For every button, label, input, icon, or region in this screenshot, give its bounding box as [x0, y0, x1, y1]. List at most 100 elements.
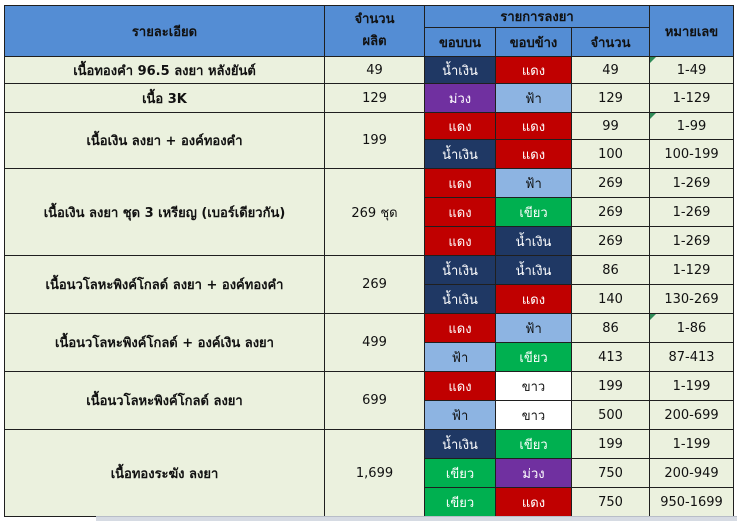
table-row: น้ำเงิน แดง 100 100-199 [5, 139, 734, 169]
serial-range: 1-199 [649, 429, 734, 459]
side-rim-color: เขียว [495, 429, 572, 459]
variant-count: 140 [571, 284, 650, 314]
table-row: เนื้อนวโลหะพิงค์โกลด์ ลงยา + องค์ทองคำ 26… [4, 255, 734, 314]
side-rim-color: เขียว [495, 342, 572, 372]
side-rim-color: ขาว [495, 371, 572, 401]
serial-range: 1-129 [649, 83, 734, 113]
table-row: น้ำเงิน แดง 140 130-269 [5, 284, 734, 314]
serial-range: 100-199 [649, 139, 734, 169]
top-rim-color: ม่วง [424, 83, 496, 113]
variant-count: 199 [571, 429, 650, 459]
side-rim-color: แดง [495, 56, 572, 84]
top-rim-color: น้ำเงิน [424, 284, 496, 314]
table-row: เนื้อนวโลหะพิงค์โกลด์ + องค์เงิน ลงยา 499… [4, 313, 734, 372]
table-row: เนื้อเงิน ลงยา ชุด 3 เหรียญ (เบอร์เดียวก… [4, 168, 734, 256]
top-rim-color: ฟ้า [424, 400, 496, 430]
header-detail: รายละเอียด [4, 5, 325, 57]
variant-count: 500 [571, 400, 650, 430]
variant-count: 750 [571, 487, 650, 517]
side-rim-color: แดง [495, 487, 572, 517]
serial-range: 200-949 [649, 458, 734, 488]
serial-range: 1-49 [649, 56, 734, 84]
top-rim-color: แดง [424, 112, 496, 140]
top-rim-color: เขียว [424, 458, 496, 488]
production-qty: 1,699 [324, 429, 425, 517]
variant-count: 750 [571, 458, 650, 488]
product-name: เนื้อนวโลหะพิงค์โกลด์ ลงยา + องค์ทองคำ [4, 255, 325, 314]
header-side-rim: ขอบข้าง [495, 27, 572, 57]
serial-range: 1-269 [649, 197, 734, 227]
top-rim-color: น้ำเงิน [424, 429, 496, 459]
table-row: ฟ้า เขียว 413 87-413 [5, 342, 734, 372]
variant-count: 269 [571, 168, 650, 198]
header-count: จำนวน [571, 27, 650, 57]
variant-count: 129 [571, 83, 650, 113]
top-rim-color: น้ำเงิน [424, 255, 496, 285]
serial-range: 130-269 [649, 284, 734, 314]
serial-range: 200-699 [649, 400, 734, 430]
header-qty-line1: จำนวน [354, 12, 395, 27]
table-row: แดง น้ำเงิน 269 1-269 [5, 226, 734, 256]
product-name: เนื้อทองระฆัง ลงยา [4, 429, 325, 517]
variant-count: 86 [571, 255, 650, 285]
side-rim-color: แดง [495, 284, 572, 314]
product-name: เนื้อ 3K [4, 83, 325, 113]
top-rim-color: ฟ้า [424, 342, 496, 372]
variant-count: 269 [571, 197, 650, 227]
table-row: เนื้อเงิน ลงยา + องค์ทองคำ 199 แดง แดง 99 1-9… [4, 112, 734, 169]
serial-range: 1-269 [649, 168, 734, 198]
enamel-production-table: รายละเอียด จำนวน ผลิต รายการลงยา หมายเลข … [4, 5, 734, 517]
product-name: เนื้อนวโลหะพิงค์โกลด์ + องค์เงิน ลงยา [4, 313, 325, 372]
top-rim-color: แดง [424, 197, 496, 227]
variant-count: 86 [571, 313, 650, 343]
top-rim-color: แดง [424, 168, 496, 198]
serial-range: 1-269 [649, 226, 734, 256]
table-row: เนื้อทองระฆัง ลงยา 1,699 น้ำเงิน เขียว 199 1-… [4, 429, 734, 517]
product-name: เนื้อทองคำ 96.5 ลงยา หลังยันต์ [4, 56, 325, 84]
table-row: ฟ้า ขาว 500 200-699 [5, 400, 734, 430]
side-rim-color: ฟ้า [495, 313, 572, 343]
header-serial: หมายเลข [649, 5, 734, 57]
side-rim-color: น้ำเงิน [495, 226, 572, 256]
header-top-rim: ขอบบน [424, 27, 496, 57]
side-rim-color: เขียว [495, 197, 572, 227]
variant-count: 269 [571, 226, 650, 256]
table-row: เนื้อทองคำ 96.5 ลงยา หลังยันต์ 49 น้ำเงินแ… [4, 56, 734, 84]
production-qty: 499 [324, 313, 425, 372]
variant-count: 49 [571, 56, 650, 84]
side-rim-color: แดง [495, 139, 572, 169]
serial-range: 1-199 [649, 371, 734, 401]
side-rim-color: น้ำเงิน [495, 255, 572, 285]
production-qty: 129 [324, 83, 425, 113]
table-row: เนื้อนวโลหะพิงค์โกลด์ ลงยา 699 แดง ขาว 199 1-… [4, 371, 734, 430]
production-qty: 199 [324, 112, 425, 169]
side-rim-color: ฟ้า [495, 168, 572, 198]
table-row: เขียว ม่วง 750 200-949 [5, 458, 734, 488]
side-rim-color: ฟ้า [495, 83, 572, 113]
top-rim-color: น้ำเงิน [424, 56, 496, 84]
product-name: เนื้อนวโลหะพิงค์โกลด์ ลงยา [4, 371, 325, 430]
header-production-qty: จำนวนผลิต [324, 5, 425, 57]
horizontal-scrollbar[interactable] [96, 516, 737, 521]
table-row: เนื้อ 3K 129 ม่วง ฟ้า 129 1-129 [4, 83, 734, 113]
production-qty: 269 [324, 255, 425, 314]
variant-count: 99 [571, 112, 650, 140]
production-qty: 49 [324, 56, 425, 84]
production-qty: 269 ชุด [324, 168, 425, 256]
serial-range: 1-86 [649, 313, 734, 343]
top-rim-color: แดง [424, 313, 496, 343]
variant-count: 199 [571, 371, 650, 401]
table-row: แดง เขียว 269 1-269 [5, 197, 734, 227]
side-rim-color: แดง [495, 112, 572, 140]
top-rim-color: เขียว [424, 487, 496, 517]
serial-range: 87-413 [649, 342, 734, 372]
serial-range: 950-1699 [649, 487, 734, 517]
header-qty-line2: ผลิต [362, 34, 387, 49]
product-name: เนื้อเงิน ลงยา + องค์ทองคำ [4, 112, 325, 169]
top-rim-color: แดง [424, 371, 496, 401]
variant-count: 413 [571, 342, 650, 372]
header-enamel-list: รายการลงยา [424, 5, 650, 28]
product-name: เนื้อเงิน ลงยา ชุด 3 เหรียญ (เบอร์เดียวก… [4, 168, 325, 256]
variant-count: 100 [571, 139, 650, 169]
serial-range: 1-99 [649, 112, 734, 140]
